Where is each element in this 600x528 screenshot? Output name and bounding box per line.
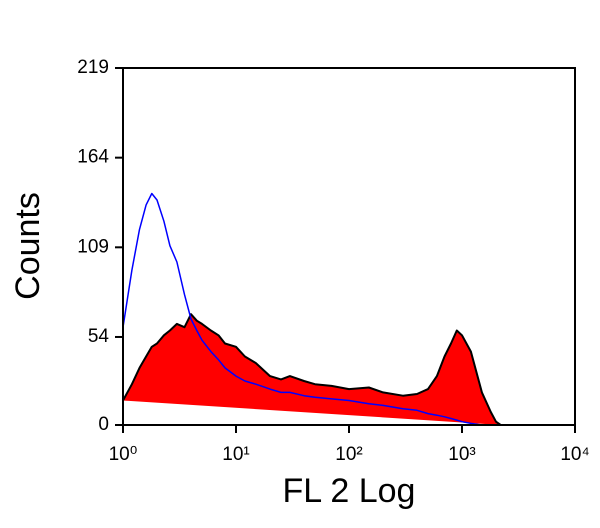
y-axis-label: Counts <box>9 192 47 300</box>
y-tick-label: 219 <box>77 57 109 78</box>
x-tick-label: 10⁴ <box>560 444 589 465</box>
y-tick-label: 0 <box>98 414 109 435</box>
x-axis-label: FL 2 Log <box>283 472 416 510</box>
y-tick-label: 54 <box>88 326 110 347</box>
histogram-line <box>122 192 483 426</box>
y-tick-label: 109 <box>77 236 109 257</box>
x-tick-label: 10³ <box>448 444 475 465</box>
x-tick-label: 10⁰ <box>109 444 138 465</box>
x-tick-label: 10¹ <box>222 444 249 465</box>
x-tick-label: 10² <box>335 444 362 465</box>
y-tick-label: 164 <box>77 147 109 168</box>
histogram-area <box>122 313 502 426</box>
